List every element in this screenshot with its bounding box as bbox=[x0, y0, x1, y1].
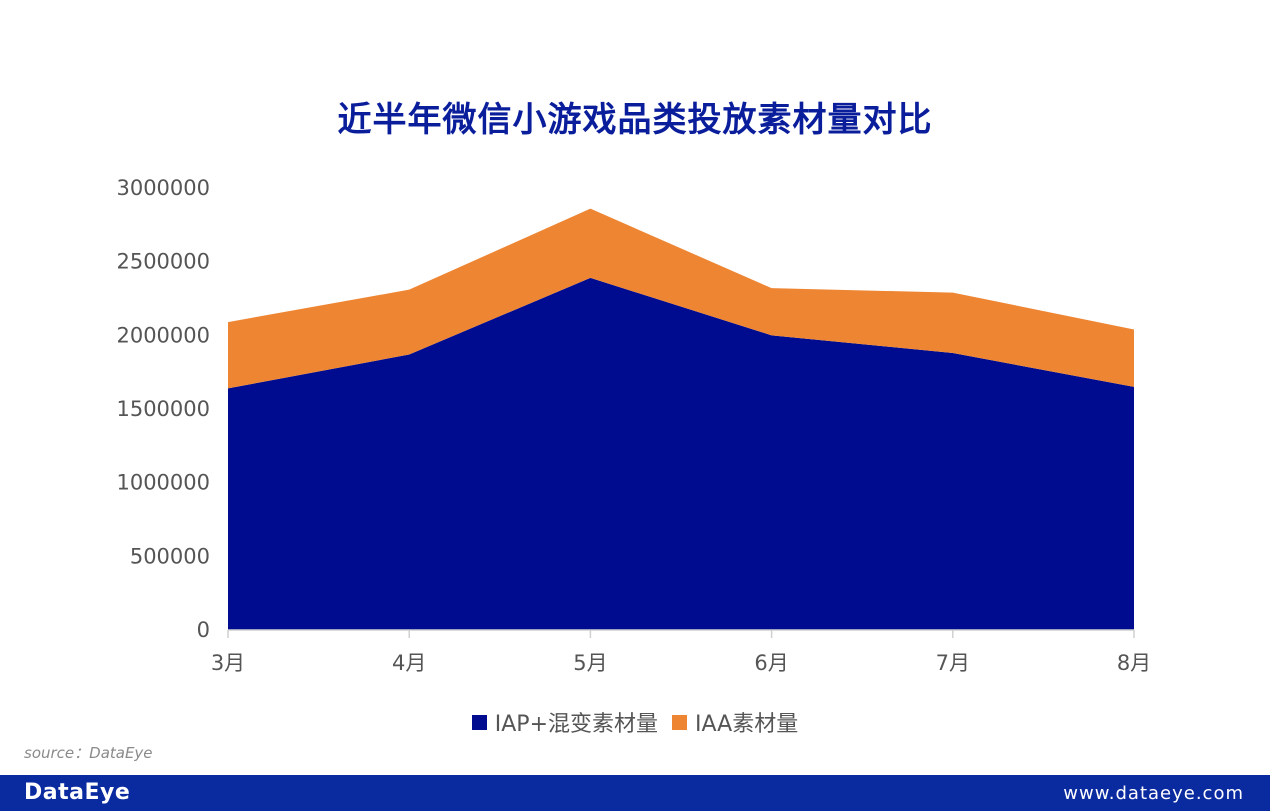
legend: IAP+混变素材量 IAA素材量 bbox=[0, 706, 1270, 738]
y-tick-label: 3000000 bbox=[116, 176, 210, 200]
y-tick-label: 0 bbox=[197, 618, 210, 642]
legend-label-iaa: IAA素材量 bbox=[695, 712, 799, 737]
legend-swatch-iaa bbox=[672, 714, 688, 730]
x-tick-label: 8月 bbox=[1117, 651, 1151, 675]
y-tick-label: 1500000 bbox=[116, 397, 210, 421]
x-tick-label: 4月 bbox=[392, 651, 426, 675]
y-tick-label: 1000000 bbox=[116, 471, 210, 495]
area-series-1[interactable] bbox=[228, 208, 1134, 389]
x-axis bbox=[227, 629, 1135, 638]
x-tick-label: 3月 bbox=[211, 651, 245, 675]
y-axis-ticks: 0 500000 1000000 1500000 2000000 2500000 30000… bbox=[116, 176, 210, 642]
y-tick-label: 2500000 bbox=[116, 250, 210, 274]
website-link[interactable]: www.dataeye.com bbox=[1063, 783, 1244, 804]
y-tick-label: 500000 bbox=[130, 544, 210, 568]
x-tick-label: 6月 bbox=[754, 651, 788, 675]
y-tick-label: 2000000 bbox=[116, 323, 210, 347]
x-axis-ticks: 3月 4月 5月 6月 7月 8月 bbox=[211, 651, 1151, 675]
brand-logo: DataEye bbox=[24, 780, 131, 805]
legend-item-iap[interactable]: IAP+混变素材量 bbox=[471, 706, 659, 738]
source-note: source：DataEye bbox=[24, 744, 153, 762]
legend-swatch-iap bbox=[471, 714, 487, 730]
legend-label-iap: IAP+混变素材量 bbox=[494, 712, 659, 737]
area-layer bbox=[228, 208, 1134, 630]
x-tick-label: 5月 bbox=[573, 651, 607, 675]
legend-item-iaa[interactable]: IAA素材量 bbox=[672, 706, 798, 738]
area-series-0[interactable] bbox=[228, 277, 1134, 630]
footer-bar: DataEye www.dataeye.com bbox=[0, 775, 1270, 811]
chart-title: 近半年微信小游戏品类投放素材量对比 bbox=[337, 100, 933, 140]
x-tick-label: 7月 bbox=[936, 651, 970, 675]
